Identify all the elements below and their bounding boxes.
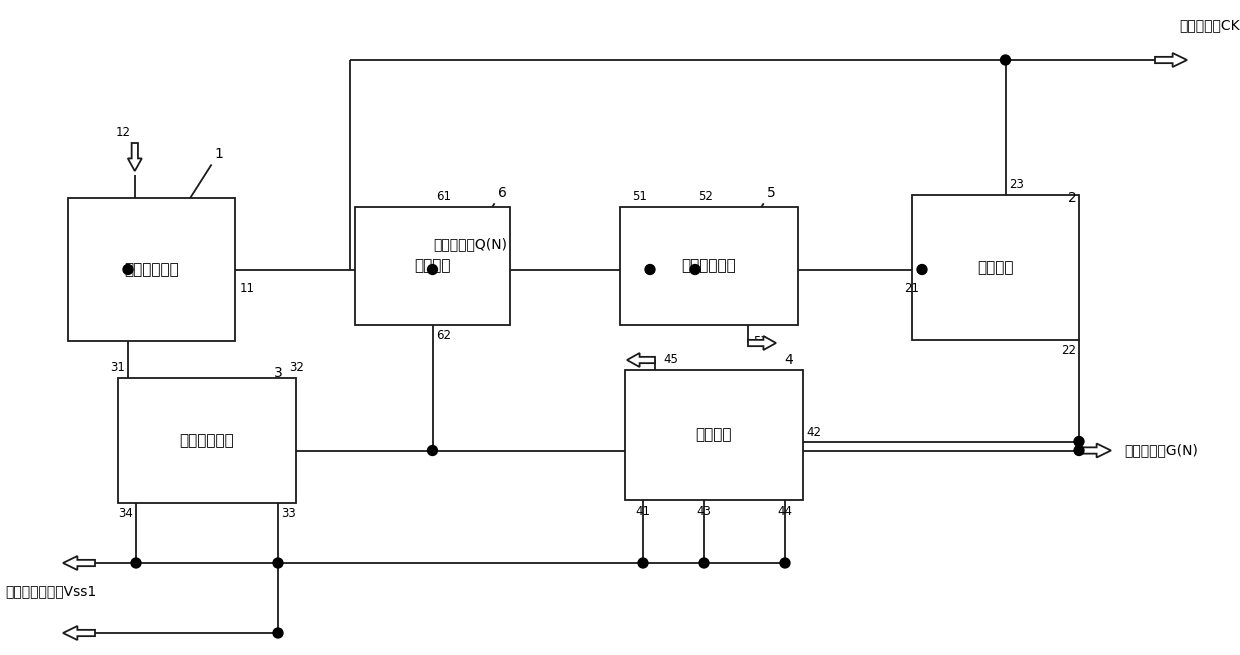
Polygon shape	[128, 143, 141, 171]
FancyBboxPatch shape	[118, 378, 296, 503]
Circle shape	[645, 265, 655, 274]
FancyBboxPatch shape	[355, 207, 510, 325]
Text: 51: 51	[632, 190, 647, 203]
Circle shape	[273, 558, 283, 568]
Text: 44: 44	[777, 505, 792, 518]
Text: 61: 61	[436, 190, 451, 203]
Text: 42: 42	[806, 426, 821, 438]
Text: 43: 43	[697, 505, 712, 518]
Text: 时钟信号线CK: 时钟信号线CK	[1179, 18, 1240, 32]
Text: 45: 45	[663, 353, 678, 366]
Circle shape	[918, 265, 928, 274]
Text: 下拉模块: 下拉模块	[696, 428, 733, 443]
Text: 31: 31	[110, 361, 125, 374]
Text: 上拉控制模块: 上拉控制模块	[124, 262, 179, 277]
Circle shape	[123, 265, 133, 274]
Text: 53: 53	[753, 335, 768, 348]
Text: 1: 1	[215, 147, 223, 161]
FancyBboxPatch shape	[625, 370, 804, 500]
Text: 33: 33	[281, 507, 296, 520]
Text: 第二电平信号线Vss2: 第二电平信号线Vss2	[5, 654, 97, 655]
Polygon shape	[1079, 443, 1111, 457]
Circle shape	[1074, 445, 1084, 455]
FancyBboxPatch shape	[620, 207, 799, 325]
Text: 41: 41	[635, 505, 651, 518]
Text: 23: 23	[1009, 178, 1024, 191]
Circle shape	[428, 445, 438, 455]
Circle shape	[131, 558, 141, 568]
Text: 34: 34	[118, 507, 133, 520]
Circle shape	[1001, 55, 1011, 65]
Text: 11: 11	[241, 282, 255, 295]
Text: 信号下传模块: 信号下传模块	[682, 259, 737, 274]
Text: 下拉维持模块: 下拉维持模块	[180, 433, 234, 448]
Text: 4: 4	[784, 354, 792, 367]
Circle shape	[699, 558, 709, 568]
Text: 12: 12	[115, 126, 130, 139]
Text: 6: 6	[497, 186, 506, 200]
Text: 栅极信号点Q(N): 栅极信号点Q(N)	[433, 238, 507, 252]
Circle shape	[639, 558, 649, 568]
Text: 5: 5	[766, 186, 775, 200]
Text: 2: 2	[1068, 191, 1078, 205]
Text: 52: 52	[698, 190, 713, 203]
Polygon shape	[63, 626, 95, 640]
Polygon shape	[748, 336, 776, 350]
Polygon shape	[627, 353, 655, 367]
Text: 第一电平信号线Vss1: 第一电平信号线Vss1	[5, 584, 97, 598]
Circle shape	[780, 558, 790, 568]
Text: 22: 22	[1061, 344, 1076, 357]
Text: 32: 32	[289, 361, 304, 374]
Circle shape	[273, 628, 283, 638]
Circle shape	[428, 265, 438, 274]
Text: 3: 3	[274, 366, 283, 380]
Text: 上拉模块: 上拉模块	[977, 260, 1014, 275]
Polygon shape	[1154, 53, 1187, 67]
Polygon shape	[63, 556, 95, 570]
Circle shape	[689, 265, 699, 274]
FancyBboxPatch shape	[68, 198, 236, 341]
Text: 21: 21	[904, 282, 919, 295]
Text: 水平扫描线G(N): 水平扫描线G(N)	[1123, 443, 1198, 457]
Text: 自举模块: 自举模块	[414, 259, 451, 274]
FancyBboxPatch shape	[911, 195, 1079, 340]
Circle shape	[1074, 436, 1084, 447]
Text: 62: 62	[436, 329, 451, 342]
